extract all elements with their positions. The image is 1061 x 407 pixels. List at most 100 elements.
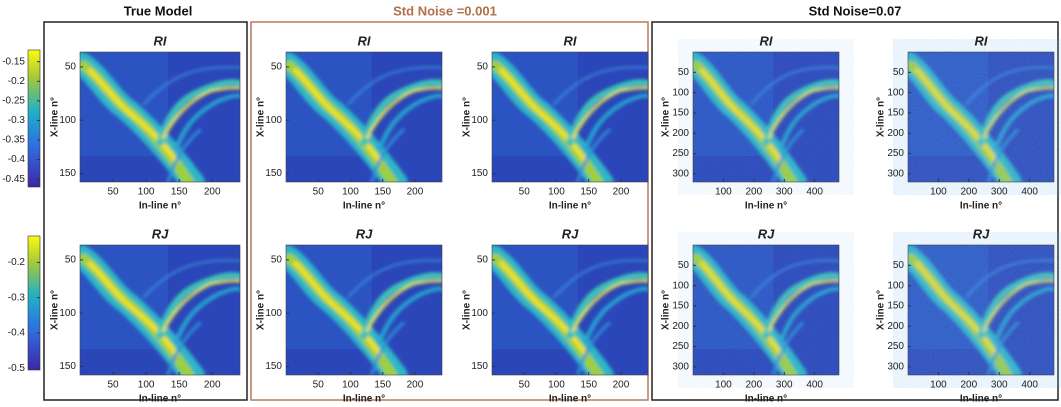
plot-frame [907,244,1055,376]
x-axis-label: In-line n° [139,201,181,212]
y-tick-label: 50 [678,260,690,271]
y-tick-label: 150 [672,301,689,312]
plot-frame [491,51,649,183]
heatmap-image [286,245,442,375]
noise-overlay [693,52,839,182]
group-title: Std Noise =0.001 [393,3,497,18]
x-axis-label: In-line n° [745,201,787,212]
x-tick-label: 200 [407,380,424,391]
x-tick-label: 100 [930,187,947,198]
plot-frame [285,244,443,376]
x-tick-label: 50 [519,380,531,391]
x-tick-label: 50 [313,380,325,391]
y-tick-label: 50 [678,67,690,78]
x-tick-label: 400 [806,187,823,198]
panel-title: RJ [562,226,579,241]
x-tick-label: 200 [745,380,762,391]
x-axis-label: In-line n° [960,201,1002,212]
y-tick-label: 150 [471,361,488,372]
x-tick-label: 150 [580,380,597,391]
y-tick-label: 150 [59,168,76,179]
y-axis-label: X-line n° [256,97,267,137]
plot-frame [285,51,443,183]
heatmap-image [80,245,240,375]
x-tick-label: 100 [548,380,565,391]
plot-frame [79,51,241,183]
plot-frame [907,51,1055,183]
colorbar [27,235,41,371]
x-axis-label: In-line n° [343,394,385,402]
y-tick-label: 150 [471,168,488,179]
y-tick-label: 300 [672,169,689,180]
y-axis-label: X-line n° [876,97,887,137]
y-tick-label: 150 [887,108,904,119]
x-tick-label: 100 [715,380,732,391]
x-tick-label: 50 [107,187,119,198]
y-tick-label: 300 [887,169,904,180]
x-tick-label: 300 [991,187,1008,198]
panel-title: RJ [758,226,775,241]
y-tick-label: 50 [893,67,905,78]
noise-overlay [693,245,839,375]
x-tick-label: 200 [960,187,977,198]
y-tick-label: 300 [672,362,689,373]
x-tick-label: 100 [930,380,947,391]
y-axis-label: X-line n° [462,97,473,137]
x-tick-label: 150 [374,380,391,391]
group-title: Std Noise=0.07 [809,3,902,18]
x-tick-label: 300 [776,380,793,391]
heatmap-image [286,52,442,182]
plot-frame [692,51,840,183]
colorbar-tick-label: -0.3 [8,292,26,303]
y-axis-label: X-line n° [876,290,887,330]
y-tick-label: 50 [477,62,489,73]
heatmap-image [80,52,240,182]
x-tick-label: 300 [991,380,1008,391]
y-tick-label: 50 [271,255,283,266]
group-frame [43,21,248,401]
y-tick-label: 150 [265,168,282,179]
y-tick-label: 50 [477,255,489,266]
noise-overlay [908,245,1054,375]
y-tick-label: 200 [887,321,904,332]
x-tick-label: 300 [776,187,793,198]
y-axis-label: X-line n° [256,290,267,330]
x-tick-label: 150 [171,380,188,391]
y-axis-label: X-line n° [462,290,473,330]
y-tick-label: 100 [265,115,282,126]
x-tick-label: 200 [613,380,630,391]
x-tick-label: 50 [313,187,325,198]
panel-title: RI [564,33,577,48]
colorbar-tick-label: -0.2 [8,257,26,268]
plot-frame [79,244,241,376]
y-axis-label: X-line n° [50,290,61,330]
y-tick-label: 250 [672,341,689,352]
y-tick-label: 100 [59,115,76,126]
x-tick-label: 400 [806,380,823,391]
colorbar-tick-label: -0.4 [8,154,26,165]
y-tick-label: 100 [672,280,689,291]
plot-frame [692,244,840,376]
y-tick-label: 300 [887,362,904,373]
y-axis-label: X-line n° [661,290,672,330]
colorbar [27,49,41,188]
plot-frame [491,244,649,376]
x-tick-label: 100 [138,380,155,391]
x-tick-label: 150 [171,187,188,198]
colorbar-tick-label: -0.15 [2,56,25,67]
y-tick-label: 100 [471,308,488,319]
colorbar-tick-label: -0.35 [2,135,25,146]
x-tick-label: 400 [1021,187,1038,198]
y-tick-label: 150 [672,108,689,119]
y-tick-label: 100 [672,87,689,98]
x-axis-label: In-line n° [343,201,385,212]
y-tick-label: 100 [887,87,904,98]
x-tick-label: 100 [342,380,359,391]
x-tick-label: 100 [715,187,732,198]
group-frame [651,21,1059,401]
x-tick-label: 100 [548,187,565,198]
x-tick-label: 150 [374,187,391,198]
y-tick-label: 150 [887,301,904,312]
group-frame [250,21,649,401]
